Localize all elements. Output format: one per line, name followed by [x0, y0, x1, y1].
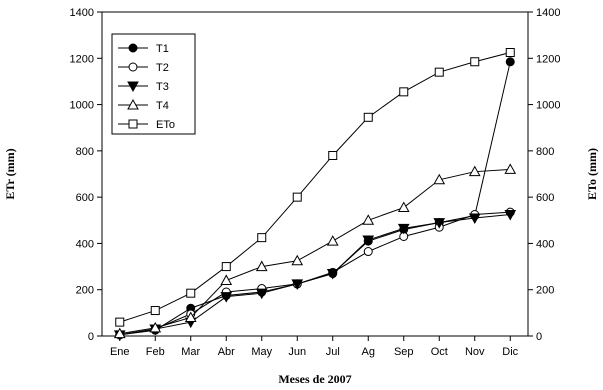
legend: T1 T2 T3 T4 ETo — [111, 33, 196, 135]
y2-axis-title: ETo (mm) — [585, 148, 599, 200]
x-tick-label: Oct — [431, 346, 448, 358]
series-t3-point — [433, 218, 446, 229]
y2-tick-label: 1200 — [536, 53, 560, 65]
y-tick-label: 400 — [76, 238, 94, 250]
legend-label: T1 — [156, 43, 169, 55]
y-axis-title: ETr (mm) — [3, 148, 17, 199]
x-tick-label: Ag — [362, 346, 375, 358]
y2-tick-label: 0 — [536, 331, 542, 343]
series-t4-point — [220, 274, 233, 285]
series-eto-point — [221, 262, 231, 272]
series-eto-point — [115, 317, 125, 327]
y2-tick-label: 200 — [536, 285, 554, 297]
legend-label: T4 — [156, 100, 169, 112]
series-eto-point — [328, 150, 338, 160]
series-t4 — [113, 163, 517, 339]
series-t4-point — [362, 214, 375, 225]
legend-item-t4: T4 — [118, 98, 169, 112]
ticks-layer: 0 0 200 200 400 400 600 600 800 800 1000 1000 1200 12… — [70, 7, 561, 358]
series-t2-point — [363, 247, 373, 257]
y2-tick-label: 600 — [536, 192, 554, 204]
series-eto-point — [257, 233, 267, 243]
series-t4-point — [184, 311, 197, 322]
x-tick-label: Sep — [394, 346, 414, 358]
y-tick-label: 800 — [76, 146, 94, 158]
series-eto-point — [434, 67, 444, 77]
legend-marker — [128, 62, 138, 72]
series-t3-point — [362, 235, 375, 246]
series-t3-point — [291, 279, 304, 290]
legend-marker — [127, 98, 139, 110]
series-layer — [113, 48, 517, 341]
legend-box — [111, 33, 196, 135]
y-tick-label: 0 — [88, 331, 94, 343]
x-tick-label: Jul — [326, 346, 340, 358]
x-tick-label: Jun — [288, 346, 306, 358]
x-tick-label: Ene — [110, 346, 130, 358]
series-t1-point — [505, 57, 515, 67]
series-eto-point — [150, 306, 160, 316]
legend-marker — [128, 43, 138, 53]
series-t3-point — [326, 269, 339, 280]
legend-label: T3 — [156, 81, 169, 93]
series-eto-point — [505, 48, 515, 57]
y-tick-label: 200 — [76, 285, 94, 297]
series-t4-point — [149, 321, 162, 333]
legend-item-t1: T1 — [118, 43, 169, 55]
series-eto-point — [470, 57, 480, 67]
series-t3-point — [220, 292, 233, 303]
series-t3-point — [255, 288, 268, 300]
series-t4-point — [468, 165, 481, 177]
legend-item-t3: T3 — [118, 81, 169, 93]
y-tick-label: 1200 — [70, 53, 94, 65]
x-tick-label: Feb — [146, 346, 165, 358]
series-t4-point — [504, 163, 517, 174]
series-t3-line — [119, 214, 511, 336]
x-tick-label: Abr — [218, 346, 235, 358]
x-tick-label: Nov — [465, 346, 485, 358]
x-tick-label: Mar — [181, 346, 200, 358]
x-tick-label: May — [251, 346, 272, 358]
series-t3-point — [468, 213, 481, 225]
series-t3-point — [397, 223, 410, 235]
series-eto-point — [399, 87, 409, 97]
series-eto — [115, 48, 515, 327]
legend-items: T1 T2 T3 T4 ETo — [118, 43, 175, 131]
y-tick-label: 1000 — [70, 100, 94, 112]
legend-marker — [127, 81, 139, 93]
series-eto-point — [292, 192, 302, 202]
legend-item-t2: T2 — [118, 62, 169, 74]
series-t3-point — [504, 210, 517, 221]
series-t2-line — [119, 211, 511, 336]
y-tick-label: 600 — [76, 192, 94, 204]
legend-marker — [128, 119, 138, 129]
series-eto-point — [363, 112, 373, 122]
legend-label: T2 — [156, 62, 169, 74]
legend-item-eto: ETo — [118, 119, 175, 131]
series-t4-line — [119, 168, 511, 335]
series-t4-point — [291, 254, 304, 266]
series-t4-point — [326, 235, 339, 246]
series-eto-line — [119, 52, 511, 323]
plot-frame — [101, 11, 529, 337]
y2-tick-label: 1400 — [536, 7, 560, 19]
y2-tick-label: 1000 — [536, 100, 560, 112]
series-t4-point — [255, 260, 268, 272]
series-t2 — [115, 207, 515, 340]
y2-tick-label: 400 — [536, 238, 554, 250]
series-t4-point — [433, 173, 446, 185]
series-t4-point — [397, 201, 410, 213]
legend-label: ETo — [156, 119, 175, 131]
y2-tick-label: 800 — [536, 146, 554, 158]
x-tick-label: Dic — [502, 346, 518, 358]
x-axis-title: Meses de 2007 — [278, 372, 351, 386]
series-eto-point — [186, 288, 196, 298]
series-t4-point — [113, 327, 126, 339]
y-tick-label: 1400 — [70, 7, 94, 19]
